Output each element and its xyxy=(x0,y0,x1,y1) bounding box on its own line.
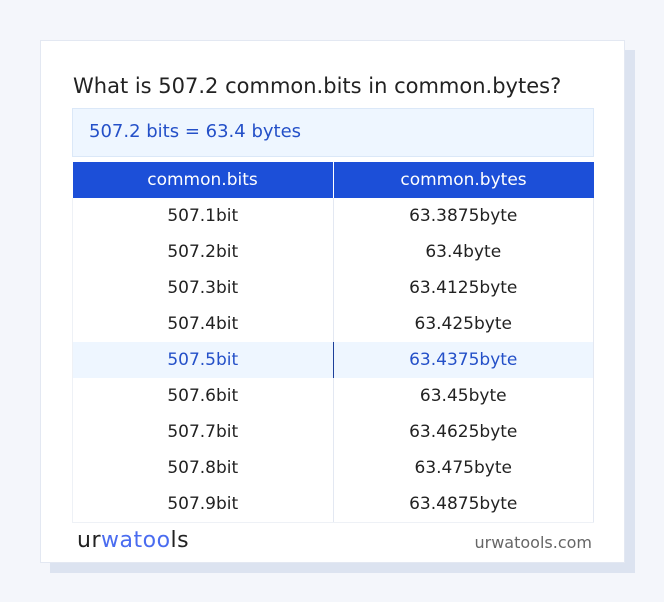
conversion-table: common.bits common.bytes 507.1bit 63.3875… xyxy=(72,162,594,523)
column-header-bits: common.bits xyxy=(72,162,334,198)
table-row: 507.3bit 63.4125byte xyxy=(72,270,594,306)
bits-cell: 507.2bit xyxy=(72,234,334,270)
column-header-bytes: common.bytes xyxy=(333,162,594,198)
bytes-cell: 63.3875byte xyxy=(333,198,594,234)
table-row: 507.1bit 63.3875byte xyxy=(72,198,594,234)
bits-cell: 507.6bit xyxy=(72,378,334,414)
table-row: 507.8bit 63.475byte xyxy=(72,450,594,486)
table-row: 507.5bit 63.4375byte xyxy=(72,342,594,378)
bytes-cell: 63.4375byte xyxy=(333,342,594,378)
bytes-cell: 63.4125byte xyxy=(333,270,594,306)
urwatools-logo: urwatools xyxy=(77,528,190,553)
bits-cell: 507.7bit xyxy=(72,414,334,450)
table-row: 507.9bit 63.4875byte xyxy=(72,486,594,523)
bytes-cell: 63.475byte xyxy=(333,450,594,486)
bits-cell: 507.4bit xyxy=(72,306,334,342)
result-box: 507.2 bits = 63.4 bytes xyxy=(72,108,594,157)
bytes-cell: 63.4byte xyxy=(333,234,594,270)
bytes-cell: 63.425byte xyxy=(333,306,594,342)
bytes-cell: 63.4875byte xyxy=(333,486,594,523)
bits-cell: 507.8bit xyxy=(72,450,334,486)
table-row: 507.7bit 63.4625byte xyxy=(72,414,594,450)
bytes-cell: 63.45byte xyxy=(333,378,594,414)
converter-card: What is 507.2 common.bits in common.byte… xyxy=(40,40,625,563)
table-row: 507.4bit 63.425byte xyxy=(72,306,594,342)
bits-cell: 507.3bit xyxy=(72,270,334,306)
table-row: 507.6bit 63.45byte xyxy=(72,378,594,414)
bytes-cell: 63.4625byte xyxy=(333,414,594,450)
bits-cell: 507.1bit xyxy=(72,198,334,234)
site-url: urwatools.com xyxy=(474,533,593,552)
bits-cell: 507.9bit xyxy=(72,486,334,523)
table-row: 507.2bit 63.4byte xyxy=(72,234,594,270)
bits-cell: 507.5bit xyxy=(72,342,334,378)
page-title: What is 507.2 common.bits in common.byte… xyxy=(73,74,562,98)
